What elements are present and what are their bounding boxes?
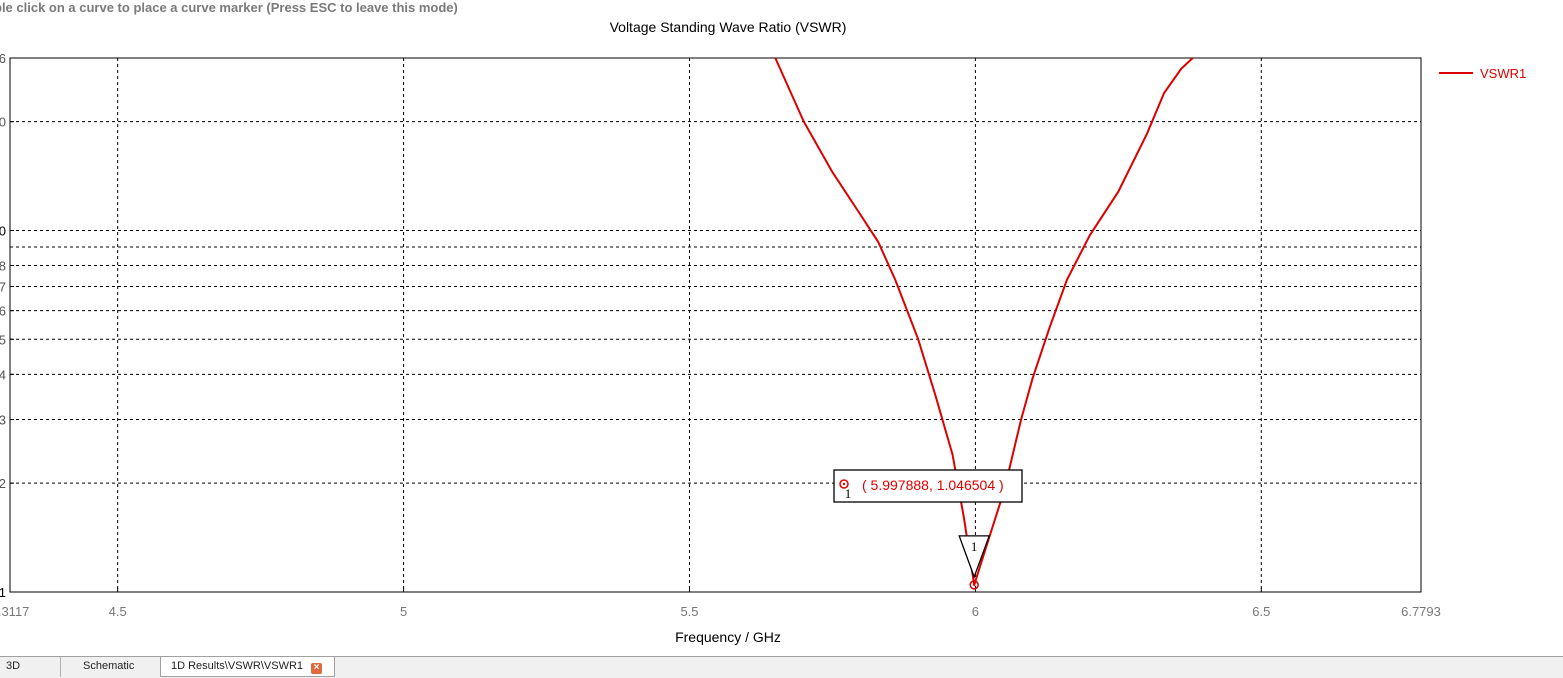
y-axis: 1 2 3 4 5 6 7 8 10 20 29.996	[0, 51, 14, 600]
marker-point[interactable]	[969, 580, 979, 590]
x-tick-label: 6	[972, 604, 979, 619]
series-line-vswr1[interactable]	[774, 58, 1194, 586]
x-tick-label: 5	[400, 604, 407, 619]
tab-schematic[interactable]: Schematic	[60, 657, 140, 677]
x-axis: 4.3117 4.5 5 5.5 6 6.5 6.7793	[0, 588, 1441, 619]
y-tick-label: 10	[0, 223, 6, 238]
status-hint: ble click on a curve to place a curve ma…	[0, 0, 458, 15]
marker-label-icon	[839, 479, 849, 489]
tab-1d-results[interactable]: 1D Results\VSWR\VSWR1 ×	[160, 657, 336, 677]
tab-bar: 3D Schematic 1D Results\VSWR\VSWR1 ×	[0, 656, 1563, 678]
y-tick-label: 29.996	[0, 51, 6, 66]
marker-point-center	[972, 583, 976, 587]
grid-lines	[10, 58, 1421, 592]
marker-label-box[interactable]	[833, 469, 1023, 503]
tab-3d-label: 3D	[6, 660, 21, 672]
marker-triangle[interactable]	[958, 535, 991, 579]
x-tick-label: 6.7793	[1401, 604, 1441, 619]
marker-label-id: 1	[845, 486, 852, 501]
y-tick-label: 6	[0, 304, 6, 319]
marker-label-icon-center	[842, 482, 846, 486]
y-tick-label: 3	[0, 413, 6, 428]
y-tick-label: 4	[0, 367, 6, 382]
y-tick-label: 5	[0, 332, 6, 347]
x-tick-label: 5.5	[680, 604, 698, 619]
tab-3d[interactable]: 3D	[0, 657, 26, 677]
vswr-chart[interactable]: Voltage Standing Wave Ratio (VSWR) 1 2 3 4 5…	[0, 0, 1563, 656]
x-tick-label: 4.5	[109, 604, 127, 619]
tab-1d-results-label: 1D Results\VSWR\VSWR1	[171, 660, 304, 672]
y-tick-label: 20	[0, 115, 6, 130]
legend: VSWR1	[1439, 66, 1526, 81]
y-tick-label: 2	[0, 476, 6, 491]
x-axis-label: Frequency / GHz	[675, 629, 781, 645]
y-tick-label: 8	[0, 259, 6, 274]
tab-schematic-label: Schematic	[83, 660, 135, 672]
y-tick-label: 7	[0, 279, 6, 294]
marker-label-value: ( 5.997888, 1.046504 )	[862, 477, 1004, 493]
x-tick-label: 6.5	[1252, 604, 1270, 619]
marker-triangle-id: 1	[971, 539, 978, 554]
legend-label-vswr1[interactable]: VSWR1	[1480, 66, 1526, 81]
chart-title: Voltage Standing Wave Ratio (VSWR)	[610, 19, 847, 35]
plot-frame	[9, 57, 1422, 593]
close-icon[interactable]: ×	[311, 663, 323, 674]
x-tick-label: 4.3117	[0, 604, 29, 619]
y-tick-label: 1	[0, 585, 6, 600]
